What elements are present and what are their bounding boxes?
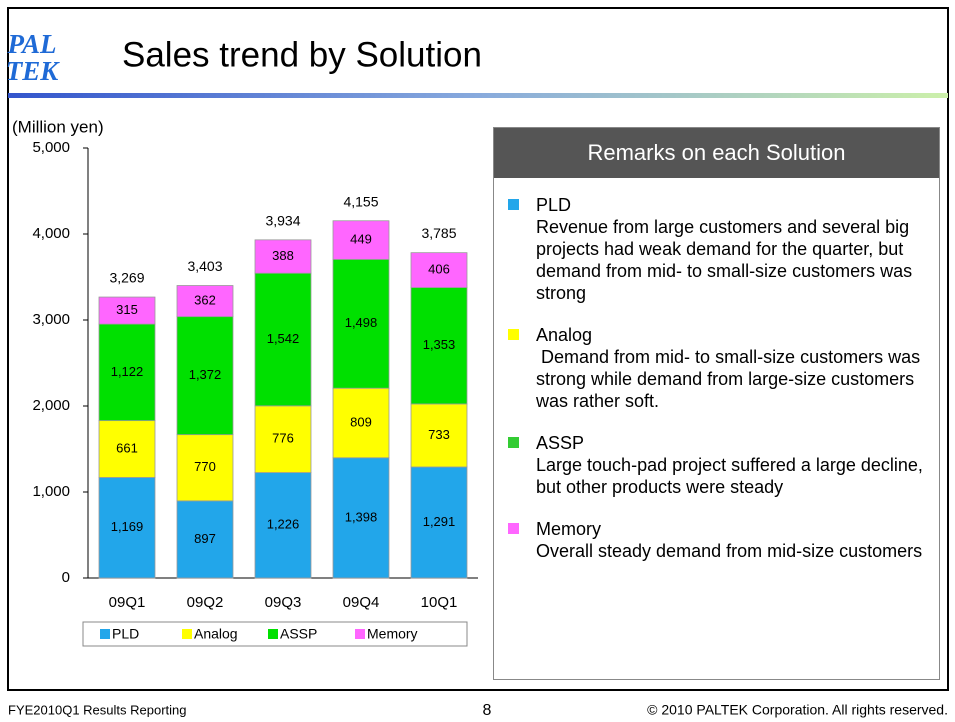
data-label: 770 [194,459,216,474]
data-label: 1,122 [111,364,144,379]
legend-label: PLD [112,626,139,642]
x-tick-label: 10Q1 [421,594,458,611]
bar-segment [254,405,312,473]
bar-segment [410,403,468,468]
bar-segment [254,472,312,579]
remark-text: Revenue from large customers and several… [536,217,918,303]
data-label: 809 [350,414,372,429]
remark-name: ASSP [536,433,585,453]
y-tick-label: 0 [62,569,70,586]
remark-item: ASSP Large touch-pad project suffered a l… [494,432,929,498]
slide-title: Sales trend by Solution [122,35,482,74]
x-tick-label: 09Q2 [187,594,224,611]
data-label: 388 [272,248,294,263]
header-rule [8,93,948,98]
legend-swatch [268,629,278,639]
y-tick-label: 2,000 [32,397,70,414]
footer-right: © 2010 PALTEK Corporation. All rights re… [647,702,948,718]
bar-segment [98,323,156,422]
remark-item: Analog Demand from mid- to small-size cu… [494,324,929,412]
remark-name: Memory [536,519,602,539]
bar-segment [332,387,390,459]
data-label: 1,169 [111,519,144,534]
bar-segment [410,466,468,579]
bar-segment [176,316,234,436]
remarks-panel: Remarks on each Solution PLD Revenue from… [493,127,940,680]
total-label: 3,403 [187,258,222,274]
data-label: 315 [116,302,138,317]
data-label: 1,542 [267,331,300,346]
bar-segment [254,239,312,274]
bar-segment [332,220,390,260]
footer-left: FYE2010Q1 Results Reporting [8,702,186,717]
bar-segment [332,457,390,579]
remark-name: Analog [536,325,593,345]
bar-segment [98,296,156,325]
remark-item: PLD Revenue from large customers and seve… [494,194,929,304]
logo-top: PAL [7,29,57,59]
total-label: 3,934 [265,212,300,228]
bullet [508,523,519,534]
legend-swatch [355,629,365,639]
bar-segment [410,252,468,288]
remark-name: PLD [536,195,572,215]
slide-frame [7,7,949,691]
bar-segment [332,258,390,389]
data-label: 1,498 [345,315,378,330]
page-number: 8 [483,702,492,719]
bar-segment [176,285,234,318]
data-label: 362 [194,293,216,308]
total-label: 3,269 [109,270,144,286]
bullet [508,437,519,448]
data-label: 1,226 [267,517,300,532]
bar-segment [176,434,234,502]
bar-segment [410,287,468,405]
total-label: 4,155 [343,193,378,209]
legend-label: Analog [194,626,238,642]
data-label: 661 [116,440,138,455]
remark-text: Large touch-pad project suffered a large… [536,455,928,497]
x-tick-label: 09Q4 [343,594,380,611]
bar-segment [254,272,312,407]
legend-swatch [100,629,110,639]
legend-label: ASSP [280,626,317,642]
y-tick-label: 5,000 [32,139,70,156]
y-tick-label: 3,000 [32,311,70,328]
legend-label: Memory [367,626,418,642]
logo-bottom: TEK [6,56,61,86]
y-tick-label: 1,000 [32,483,70,500]
data-label: 1,353 [423,337,456,352]
data-label: 1,291 [423,514,456,529]
x-tick-label: 09Q3 [265,594,302,611]
remarks-list: PLD Revenue from large customers and seve… [494,194,939,562]
remark-text: Demand from mid- to small-size customers… [536,347,926,411]
data-label: 1,372 [189,367,222,382]
data-label: 733 [428,427,450,442]
y-tick-label: 4,000 [32,225,70,242]
legend-swatch [182,629,192,639]
x-tick-label: 09Q1 [109,594,146,611]
data-label: 406 [428,262,450,277]
bullet [508,199,519,210]
remark-text: Overall steady demand from mid-size cust… [536,541,923,561]
data-label: 897 [194,531,216,546]
remarks-title: Remarks on each Solution [494,128,939,178]
y-axis-label: (Million yen) [12,117,104,136]
data-label: 776 [272,431,294,446]
remark-item: Memory Overall steady demand from mid-siz… [494,518,929,562]
data-label: 1,398 [345,509,378,524]
data-label: 449 [350,232,372,247]
bar-segment [98,477,156,579]
bullet [508,329,519,340]
total-label: 3,785 [421,225,456,241]
